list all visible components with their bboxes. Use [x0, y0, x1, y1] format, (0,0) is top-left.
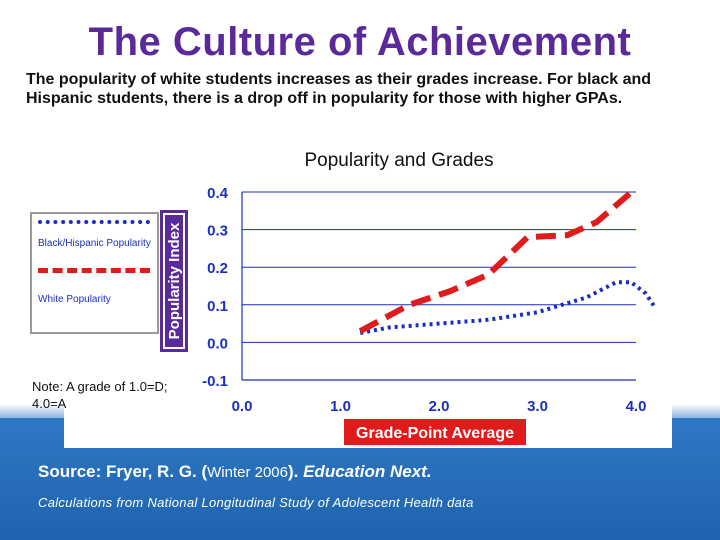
- grade-note: Note: A grade of 1.0=D; 4.0=A: [32, 379, 168, 411]
- y-tick-label: 0.2: [207, 260, 228, 277]
- source-lead: Source: Fryer, R. G. (: [38, 462, 208, 481]
- legend-label-black-hispanic: Black/Hispanic Popularity: [38, 238, 151, 249]
- x-tick-label: 3.0: [527, 398, 548, 415]
- series-layer: [358, 185, 658, 335]
- legend-swatch-black-hispanic: [38, 220, 150, 224]
- grid-layer: [242, 191, 636, 343]
- source-mid: ).: [287, 462, 304, 481]
- x-tick-label: 0.0: [232, 398, 253, 415]
- y-tick-label: 0.4: [207, 185, 229, 202]
- legend-label-white: White Popularity: [38, 294, 111, 305]
- y-tick-label: 0.0: [207, 335, 228, 352]
- y-tick-label: -0.1: [202, 373, 228, 390]
- series-line-white: [358, 185, 638, 334]
- source-publication: Education Next.: [303, 462, 432, 481]
- x-tick-label: 4.0: [626, 398, 647, 415]
- y-axis-label-block: Popularity Index: [160, 210, 188, 352]
- x-tick-label: 1.0: [330, 398, 351, 415]
- chart-legend: Black/Hispanic Popularity White Populari…: [30, 212, 159, 334]
- axis-layer: -0.10.00.10.20.30.40.0 1.0 2.0 3.0 4.0: [202, 185, 646, 415]
- calculations-note: Calculations from National Longitudinal …: [38, 495, 474, 510]
- x-tick-label: 2.0: [429, 398, 450, 415]
- legend-swatch-white: [38, 268, 150, 273]
- y-tick-label: 0.3: [207, 223, 228, 240]
- slide-subtitle: The popularity of white students increas…: [26, 71, 652, 107]
- y-axis-label: Popularity Index: [166, 222, 183, 339]
- x-axis-label-block: Grade-Point Average: [344, 419, 526, 445]
- slide-title: The Culture of Achievement: [88, 20, 632, 64]
- series-line-black-hispanic: [359, 280, 658, 335]
- source-citation: Source: Fryer, R. G. (Winter 2006). Educ…: [38, 462, 678, 482]
- chart-title: Popularity and Grades: [304, 150, 493, 171]
- x-axis-label: Grade-Point Average: [356, 425, 514, 442]
- source-date: Winter 2006: [207, 464, 288, 481]
- y-tick-label: 0.1: [207, 298, 228, 315]
